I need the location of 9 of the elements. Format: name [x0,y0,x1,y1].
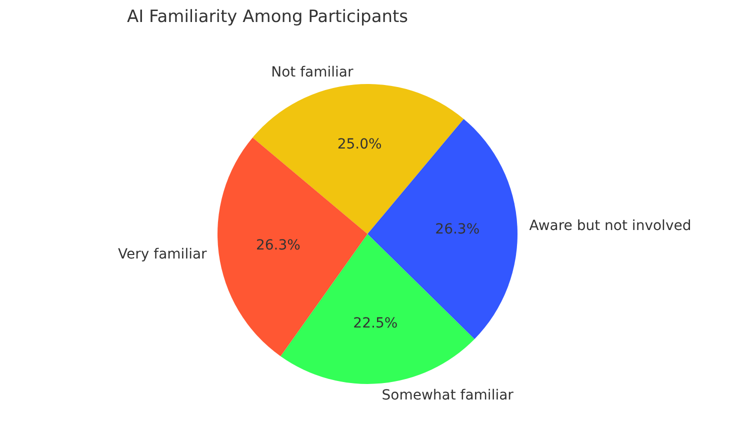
data-label: 22.5% [353,316,398,332]
data-label: 25.0% [337,136,382,152]
chart-title: AI Familiarity Among Participants [126,7,408,27]
slice-label: Somewhat familiar [382,387,514,404]
slice-label: Not familiar [271,64,354,81]
slice-label: Aware but not involved [529,218,692,234]
slice-label: Very familiar [118,246,208,263]
data-label: 26.3% [256,237,300,254]
data-label: 26.3% [435,222,480,238]
